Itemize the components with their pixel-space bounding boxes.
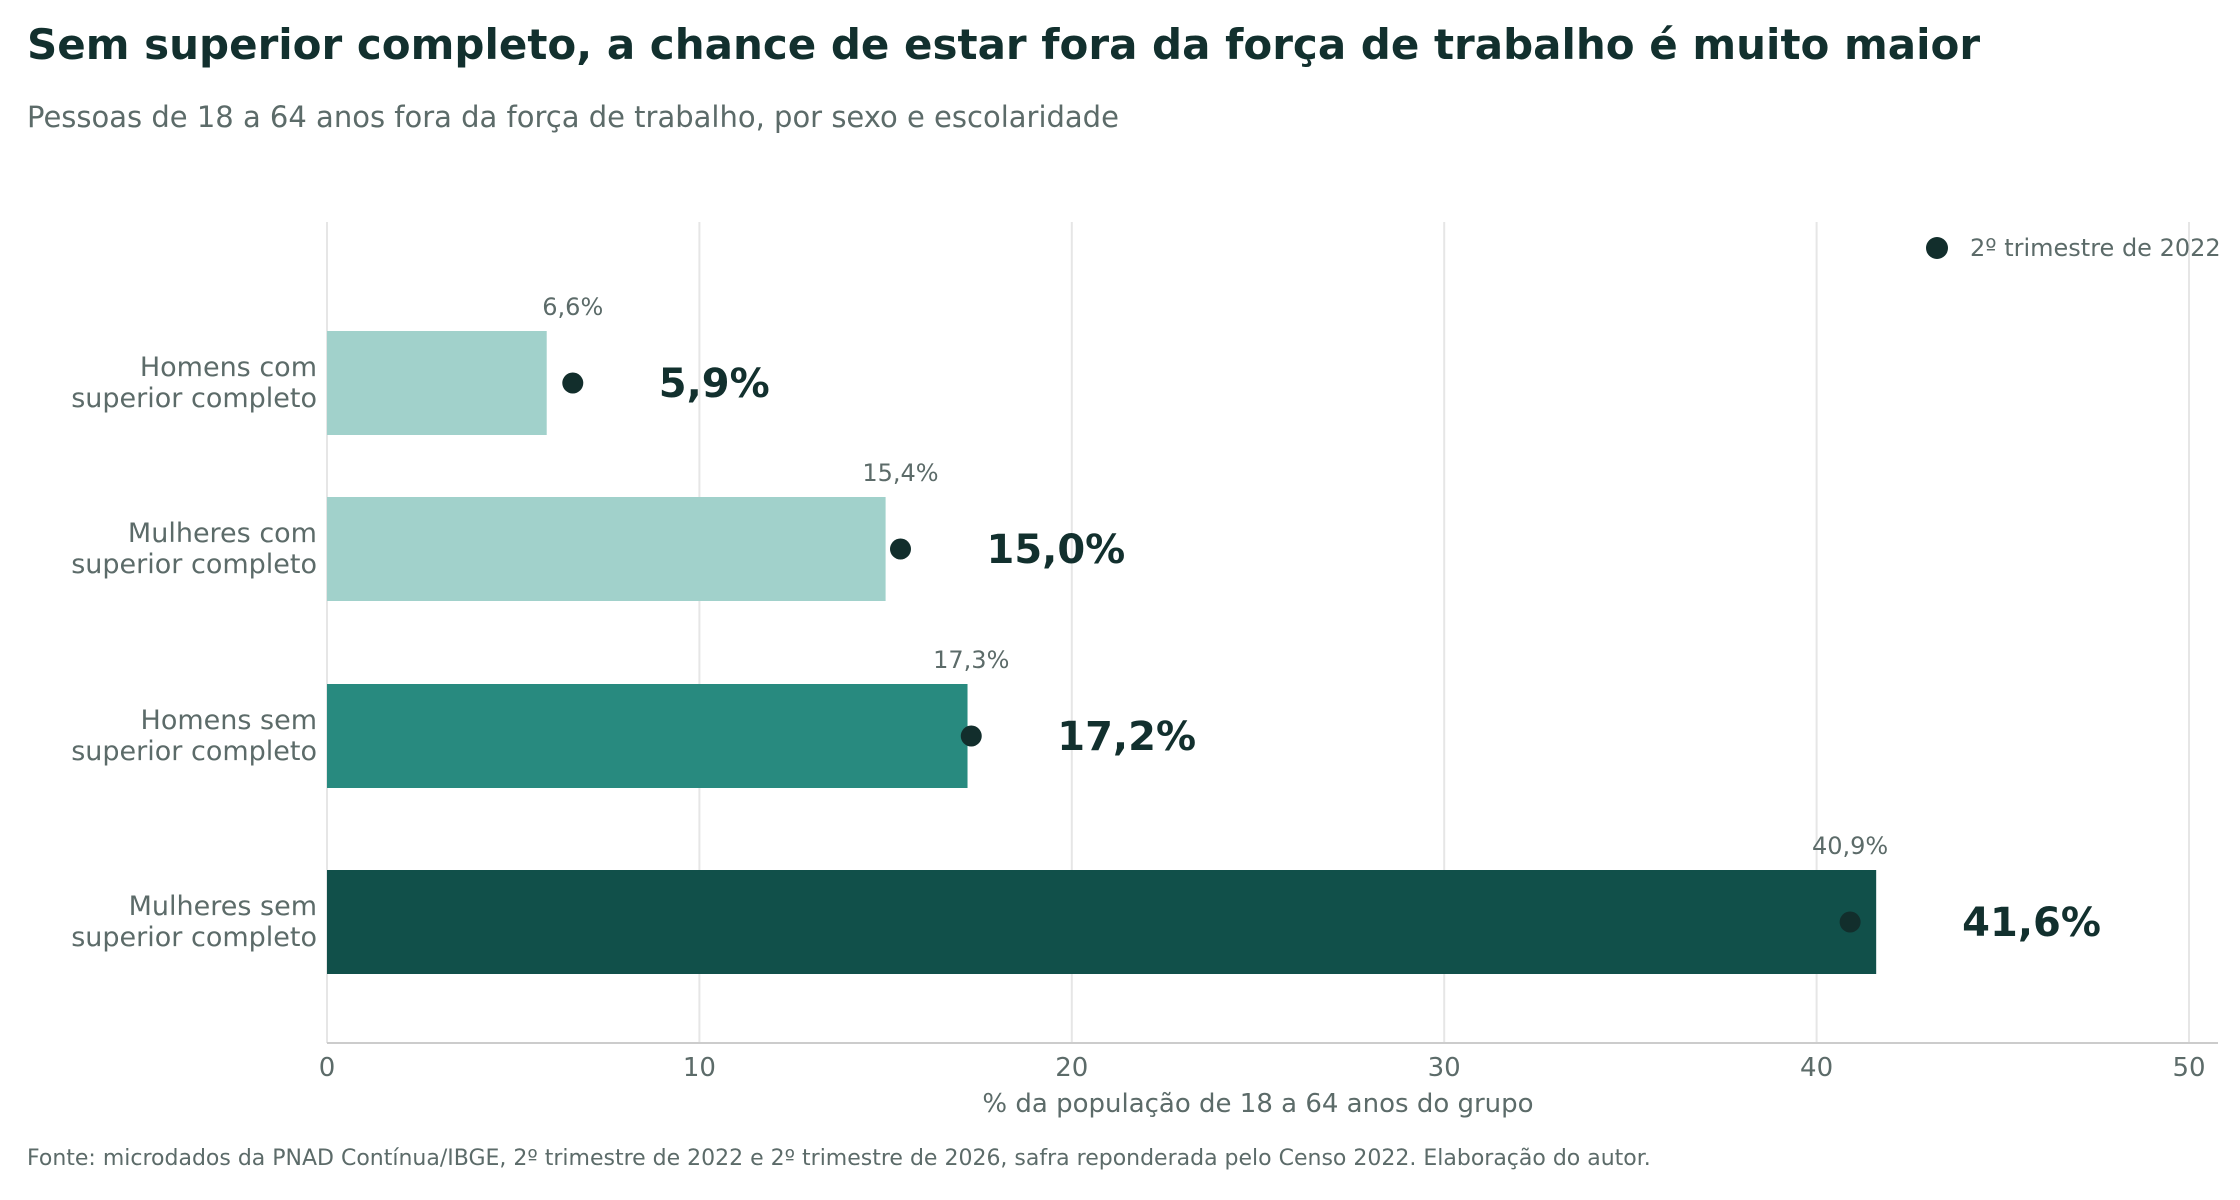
bar <box>327 331 547 435</box>
bar-value-label: 5,9% <box>659 361 770 407</box>
bar-value-label: 41,6% <box>1962 900 2101 946</box>
marker-value-label: 17,3% <box>933 646 1009 674</box>
marker-value-label: 6,6% <box>542 293 603 321</box>
marker-dot <box>562 372 584 394</box>
x-tick-label: 10 <box>683 1053 716 1083</box>
category-label: Homens com superior completo <box>71 352 317 414</box>
bar-value-label: 17,2% <box>1057 714 1196 760</box>
category-label: Homens sem superior completo <box>71 705 317 767</box>
bar <box>327 497 886 601</box>
chart-subtitle: Pessoas de 18 a 64 anos fora da força de… <box>27 100 1119 134</box>
x-tick-label: 40 <box>1800 1053 1833 1083</box>
legend-label: 2º trimestre de 2022 <box>1970 234 2221 262</box>
marker-dot <box>960 725 982 747</box>
marker-value-label: 15,4% <box>862 459 938 487</box>
bar <box>327 684 968 788</box>
category-label: Mulheres sem superior completo <box>71 891 317 953</box>
marker-dot <box>889 538 911 560</box>
x-axis-label: % da população de 18 a 64 anos do grupo <box>982 1089 1533 1119</box>
chart-title: Sem superior completo, a chance de estar… <box>27 20 1981 69</box>
marker-dot <box>1839 911 1861 933</box>
x-tick-label: 30 <box>1428 1053 1461 1083</box>
x-tick-label: 20 <box>1055 1053 1088 1083</box>
marker-value-label: 40,9% <box>1812 832 1888 860</box>
bar-value-label: 15,0% <box>986 527 1125 573</box>
x-tick-label: 0 <box>319 1053 336 1083</box>
source-note: Fonte: microdados da PNAD Contínua/IBGE,… <box>27 1146 1651 1171</box>
bar <box>327 870 1877 974</box>
legend-marker <box>1926 237 1948 259</box>
x-tick-label: 50 <box>2172 1053 2205 1083</box>
category-label: Mulheres com superior completo <box>71 518 317 580</box>
